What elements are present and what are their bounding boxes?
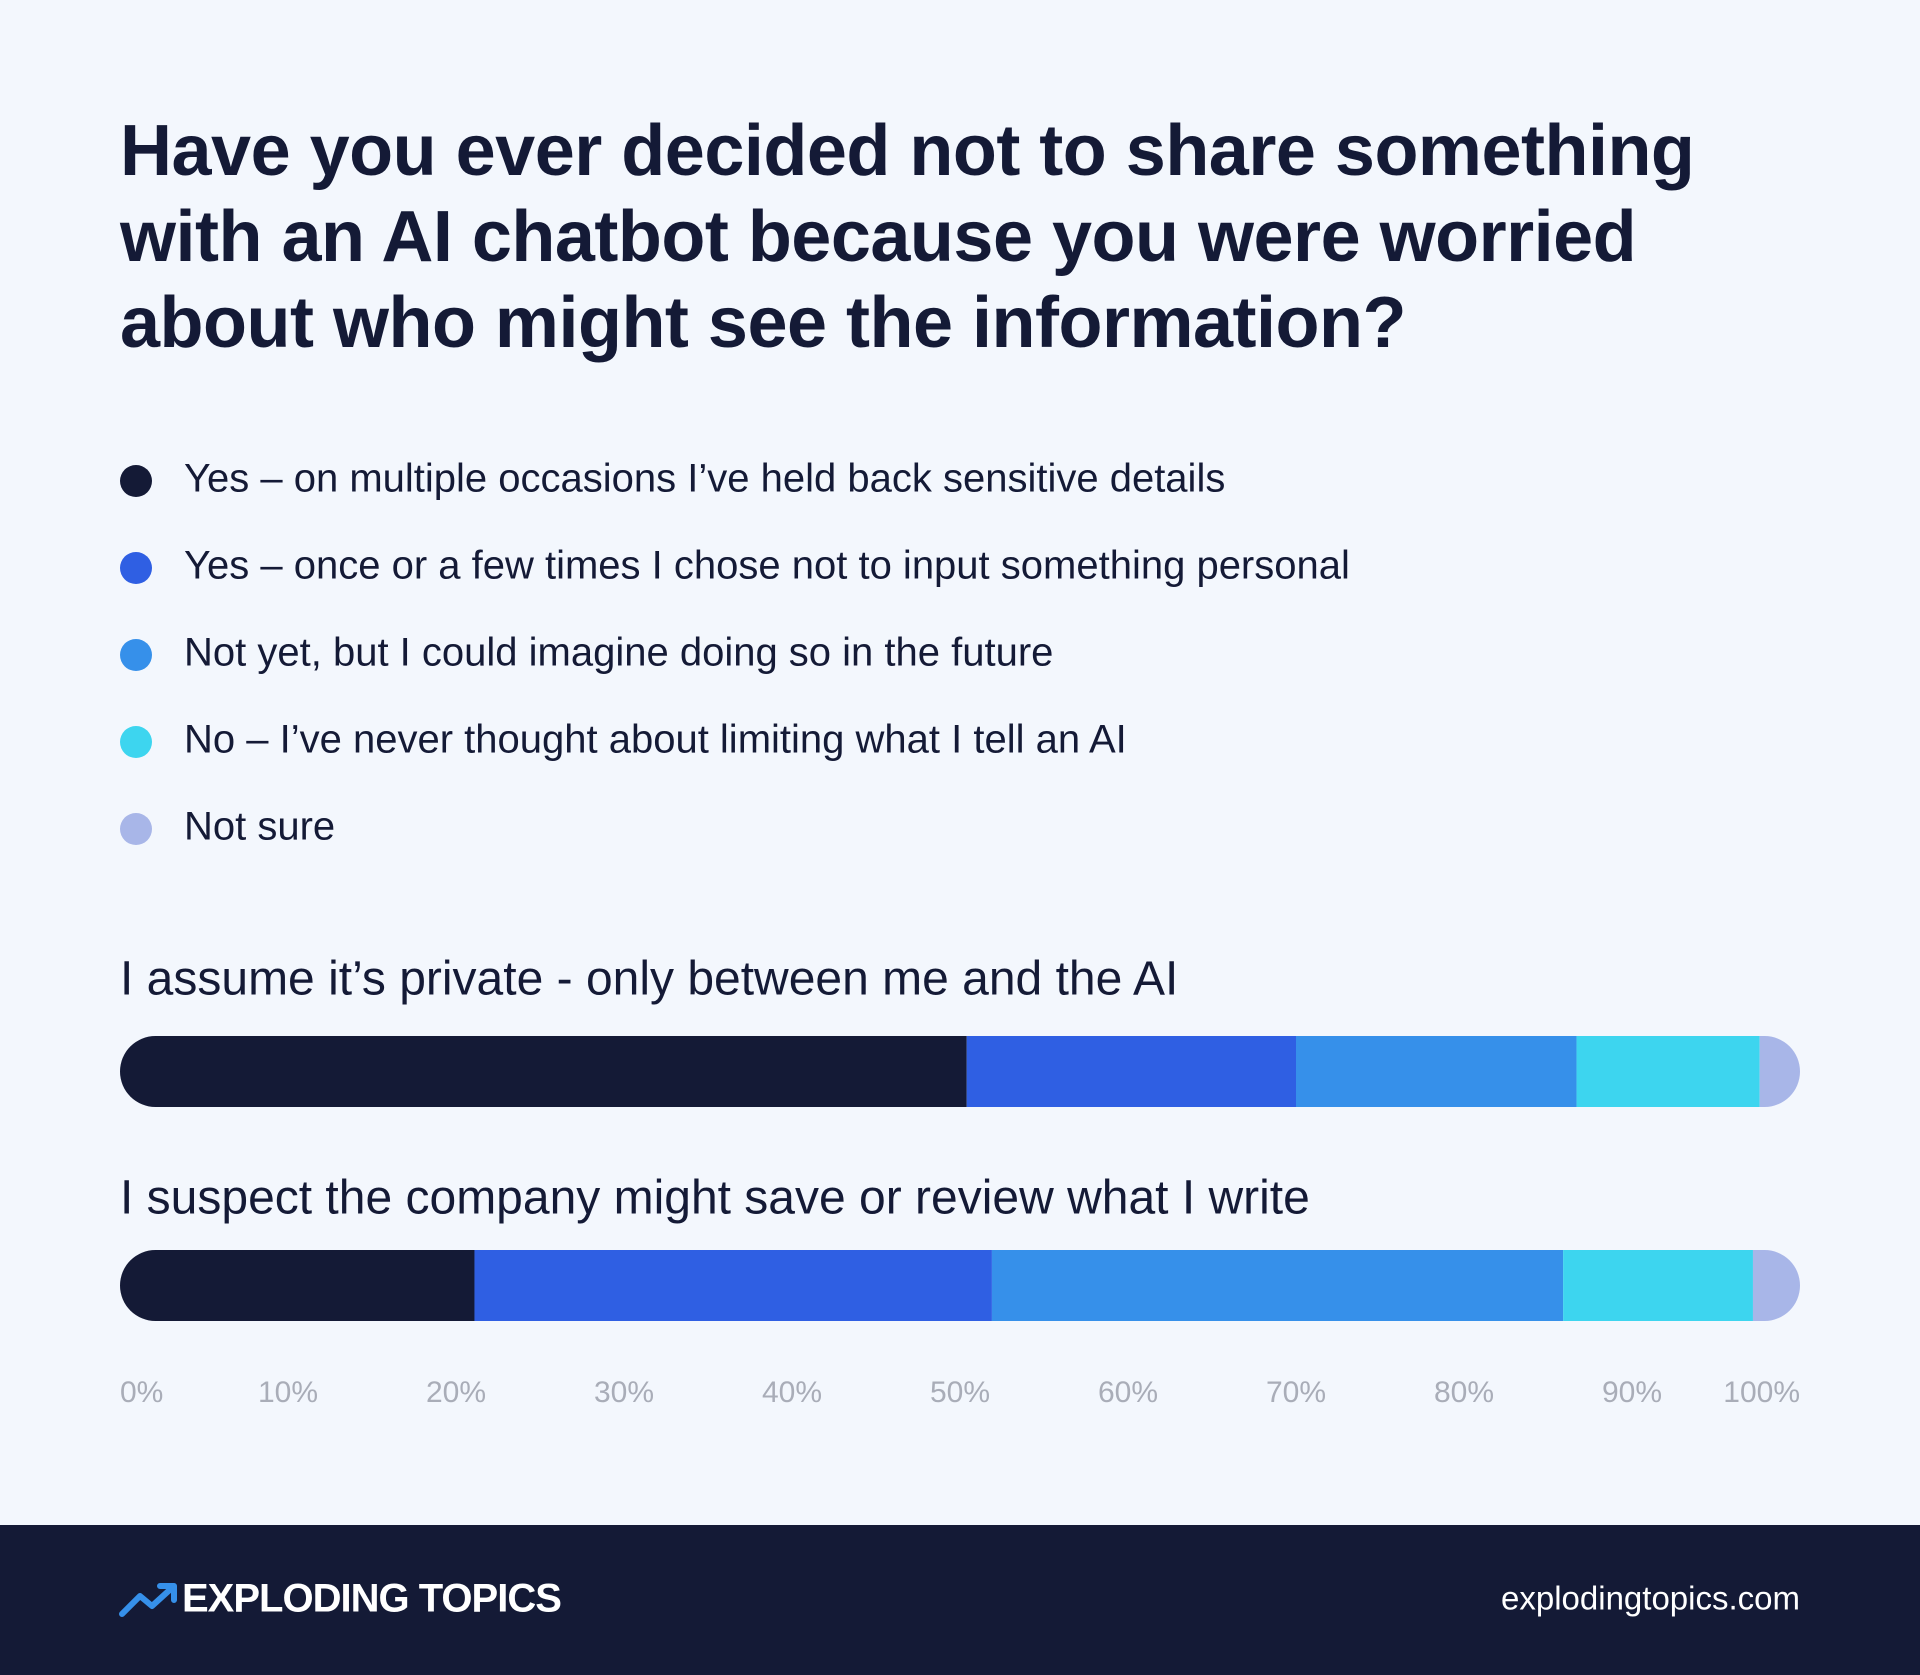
- legend-swatch: [120, 813, 152, 845]
- legend-label: Not sure: [184, 805, 335, 849]
- bar-segment: [1759, 1036, 1800, 1107]
- chart-title: Have you ever decided not to share somet…: [120, 111, 1695, 363]
- bar-segment: [1296, 1036, 1577, 1107]
- legend-label: Not yet, but I could imagine doing so in…: [184, 631, 1053, 675]
- legend-swatch: [120, 552, 152, 584]
- x-tick-label: 80%: [1434, 1376, 1494, 1409]
- bar-segment: [1563, 1250, 1753, 1321]
- x-tick-label: 30%: [594, 1376, 654, 1409]
- bar-segment: [474, 1250, 992, 1321]
- x-tick-label: 0%: [120, 1376, 163, 1409]
- category-label: I suspect the company might save or revi…: [120, 1172, 1310, 1225]
- bar-segment: [966, 1036, 1296, 1107]
- bar-group: [120, 1250, 1800, 1321]
- legend-label: Yes – once or a few times I chose not to…: [184, 544, 1350, 588]
- legend-label: Yes – on multiple occasions I’ve held ba…: [184, 457, 1225, 501]
- legend-label: No – I’ve never thought about limiting w…: [184, 718, 1127, 762]
- legend-swatch: [120, 639, 152, 671]
- category-label: I assume it’s private - only between me …: [120, 953, 1178, 1006]
- x-tick-label: 100%: [1723, 1376, 1800, 1409]
- logo-icon: [119, 1583, 177, 1617]
- x-tick-label: 50%: [930, 1376, 990, 1409]
- bar-segment: [120, 1250, 475, 1321]
- bar-segment: [1752, 1250, 1800, 1321]
- legend-swatch: [120, 726, 152, 758]
- x-tick-label: 40%: [762, 1376, 822, 1409]
- x-tick-label: 60%: [1098, 1376, 1158, 1409]
- footer-bg: [0, 1525, 1920, 1675]
- bar-segment: [120, 1036, 967, 1107]
- bar-segment: [1576, 1036, 1760, 1107]
- x-tick-label: 10%: [258, 1376, 318, 1409]
- legend-swatch: [120, 465, 152, 497]
- brand: EXPLODING TOPICS: [182, 1577, 561, 1621]
- site-url: explodingtopics.com: [1501, 1580, 1800, 1617]
- x-tick-label: 70%: [1266, 1376, 1326, 1409]
- bar-segment: [991, 1250, 1564, 1321]
- bar-group: [120, 1036, 1800, 1107]
- x-tick-label: 90%: [1602, 1376, 1662, 1409]
- x-tick-label: 20%: [426, 1376, 486, 1409]
